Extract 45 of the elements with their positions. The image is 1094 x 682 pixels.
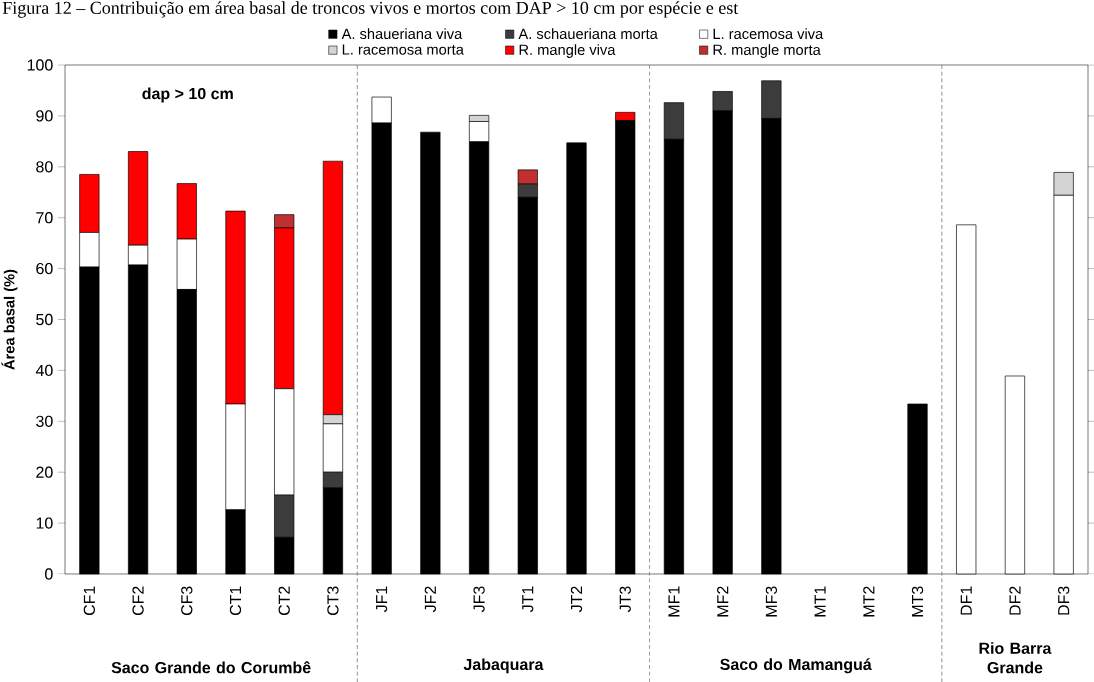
- x-tick-label: JT1: [522, 586, 534, 613]
- x-tick-label: CF2: [132, 586, 144, 616]
- annotation: dap > 10 cm: [142, 87, 233, 103]
- x-tick-label: JT3: [619, 586, 631, 613]
- y-tick-label: 30: [36, 415, 53, 427]
- x-tick-label: DF1: [960, 586, 972, 615]
- x-tick-label: CF3: [181, 586, 193, 616]
- x-tick-label: JT2: [570, 586, 583, 613]
- x-tick-label: MT2: [863, 586, 875, 617]
- x-tick-label: MT1: [814, 586, 826, 617]
- chart-title: Figura 12 – Contribuição em área basal de troncos vivos e mortos com DAP > 10 cm por espécie e est: [2, 1, 739, 18]
- y-axis-title: Área basal (%): [1, 269, 18, 370]
- x-tick-label: MF1: [668, 586, 680, 617]
- x-tick-label: CT2: [278, 586, 290, 616]
- y-tick-label: 40: [35, 364, 53, 377]
- legend-label: R. mangle viva: [519, 44, 616, 58]
- x-tick-label: DF3: [1058, 586, 1070, 615]
- y-tick-label: 10: [36, 517, 53, 529]
- text: Saco do Mamanguá: [720, 658, 872, 674]
- y-tick-label: 0: [45, 568, 53, 580]
- y-tick-label: 80: [36, 161, 53, 173]
- legend-label: A. shaueriana viva: [341, 28, 463, 40]
- x-tick-label: CF1: [83, 586, 96, 616]
- legend-label: A. schaueriana morta: [518, 28, 658, 40]
- text: Jabaquara: [463, 658, 544, 674]
- x-tick-label: JF2: [424, 586, 437, 613]
- x-tick-label: MF3: [765, 586, 778, 617]
- y-tick-label: 70: [36, 212, 53, 224]
- legend-label: L. racemosa viva: [713, 28, 824, 40]
- legend-label: L. racemosa morta: [342, 44, 464, 55]
- y-tick-label: 90: [36, 110, 53, 122]
- y-tick-label: 100: [27, 59, 53, 71]
- text: Saco Grande do Corumbê: [111, 661, 311, 674]
- x-tick-label: MT3: [911, 586, 924, 617]
- x-tick-label: DF2: [1009, 586, 1021, 615]
- x-tick-label: CT1: [229, 586, 242, 616]
- y-tick-label: 50: [36, 313, 53, 326]
- text: Rio Barra Grande: [979, 642, 1052, 674]
- x-tick-label: MF2: [717, 586, 729, 617]
- x-tick-label: JF3: [473, 586, 485, 613]
- x-tick-label: CT3: [327, 586, 339, 616]
- y-tick-label: 20: [36, 466, 53, 478]
- legend-label: R. mangle morta: [713, 44, 821, 58]
- x-tick-label: JF1: [376, 586, 388, 613]
- y-tick-label: 60: [36, 262, 53, 275]
